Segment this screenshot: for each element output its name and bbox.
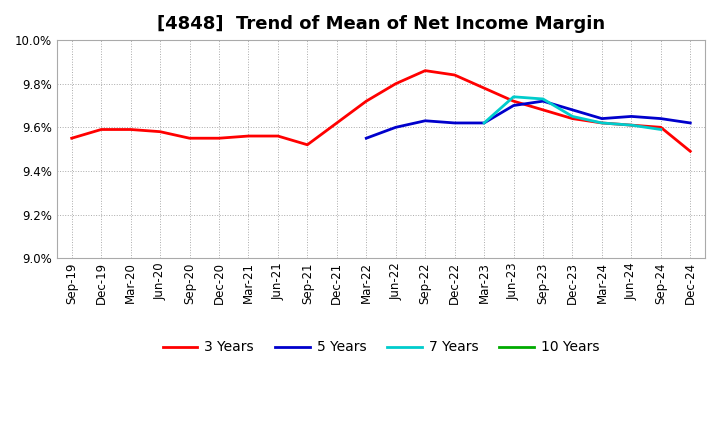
- 3 Years: [68, 136, 76, 141]
- 3 Years: [598, 120, 606, 125]
- 3 Years: [97, 127, 106, 132]
- 5 Years: [509, 103, 518, 108]
- Legend: 3 Years, 5 Years, 7 Years, 10 Years: 3 Years, 5 Years, 7 Years, 10 Years: [157, 335, 605, 360]
- 5 Years: [598, 116, 606, 121]
- 7 Years: [480, 120, 488, 125]
- 3 Years: [126, 127, 135, 132]
- 5 Years: [539, 99, 547, 104]
- 3 Years: [657, 125, 665, 130]
- 3 Years: [215, 136, 223, 141]
- 3 Years: [450, 72, 459, 77]
- 3 Years: [185, 136, 194, 141]
- 7 Years: [657, 127, 665, 132]
- Line: 3 Years: 3 Years: [72, 71, 690, 151]
- 5 Years: [362, 136, 371, 141]
- Title: [4848]  Trend of Mean of Net Income Margin: [4848] Trend of Mean of Net Income Margi…: [157, 15, 605, 33]
- 5 Years: [392, 125, 400, 130]
- 3 Years: [333, 120, 341, 125]
- 3 Years: [686, 149, 695, 154]
- 3 Years: [568, 116, 577, 121]
- Line: 5 Years: 5 Years: [366, 101, 690, 138]
- 7 Years: [568, 114, 577, 119]
- 3 Years: [156, 129, 164, 134]
- 5 Years: [568, 107, 577, 113]
- 5 Years: [480, 120, 488, 125]
- Line: 7 Years: 7 Years: [484, 97, 661, 129]
- 5 Years: [450, 120, 459, 125]
- 7 Years: [598, 120, 606, 125]
- 7 Years: [509, 94, 518, 99]
- 7 Years: [539, 96, 547, 102]
- 3 Years: [362, 99, 371, 104]
- 5 Years: [421, 118, 430, 123]
- 3 Years: [392, 81, 400, 86]
- 7 Years: [627, 122, 636, 128]
- 3 Years: [627, 122, 636, 128]
- 3 Years: [303, 142, 312, 147]
- 3 Years: [509, 99, 518, 104]
- 3 Years: [421, 68, 430, 73]
- 3 Years: [274, 133, 282, 139]
- 3 Years: [244, 133, 253, 139]
- 3 Years: [480, 85, 488, 91]
- 3 Years: [539, 107, 547, 113]
- 5 Years: [657, 116, 665, 121]
- 5 Years: [686, 120, 695, 125]
- 5 Years: [627, 114, 636, 119]
